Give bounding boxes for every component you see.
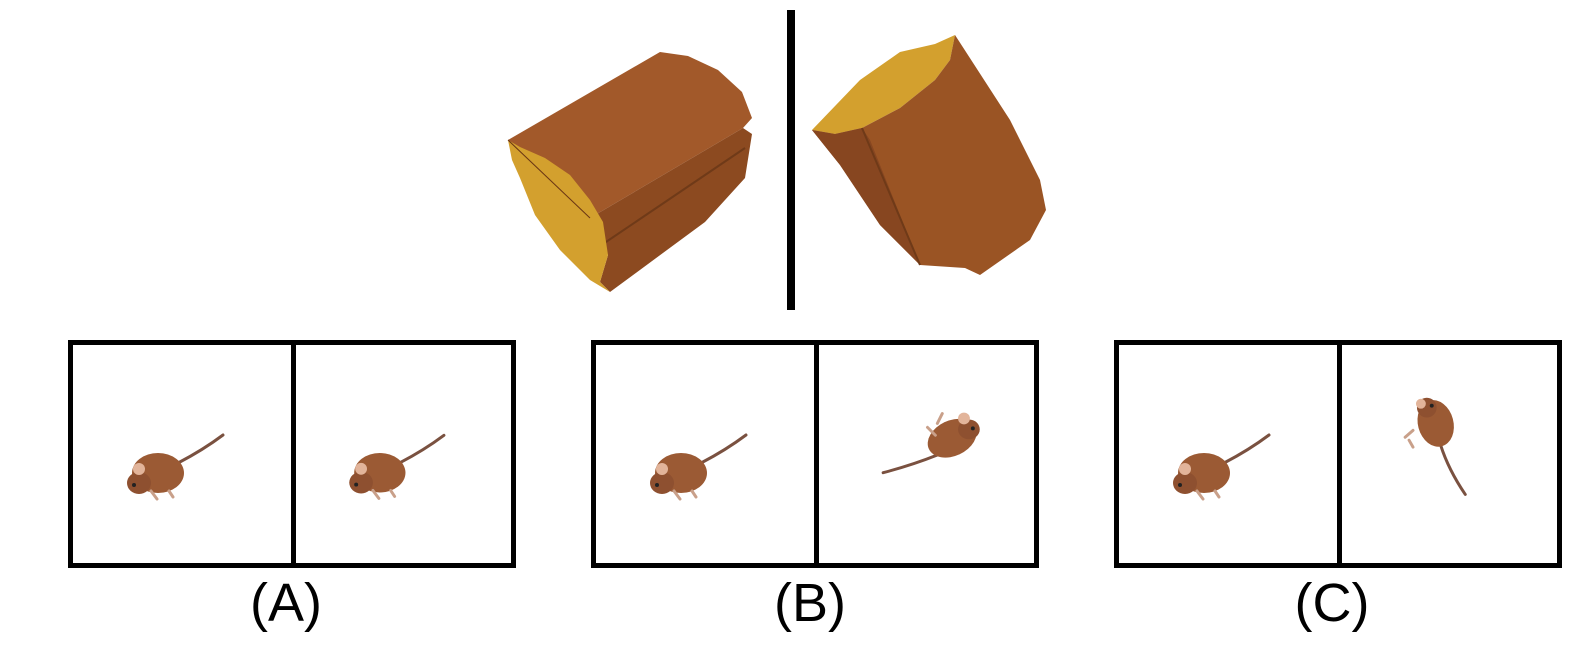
option-c[interactable] <box>1114 340 1562 568</box>
option-c-label[interactable]: (C) <box>1294 573 1370 633</box>
option-b-left-cell <box>596 345 814 563</box>
mouse-rotated-icon <box>881 412 980 475</box>
cheese-view-left-icon <box>507 52 752 292</box>
mouse-icon <box>349 433 446 500</box>
option-b-right-cell <box>819 345 1034 563</box>
option-a-right-cell <box>296 345 511 563</box>
option-c-divider <box>1337 345 1342 563</box>
option-b-label[interactable]: (B) <box>774 573 846 633</box>
mouse-icon <box>127 433 225 501</box>
option-c-left-cell <box>1119 345 1337 563</box>
option-a[interactable] <box>68 340 516 568</box>
option-a-label[interactable]: (A) <box>250 573 322 633</box>
mouse-icon <box>650 433 748 501</box>
option-c-right-cell <box>1342 345 1557 563</box>
option-b[interactable] <box>591 340 1039 568</box>
mouse-icon <box>1173 433 1271 501</box>
cheese-view-right-icon <box>812 35 1046 275</box>
reference-pair <box>0 0 1584 320</box>
option-a-left-cell <box>73 345 291 563</box>
option-b-divider <box>814 345 819 563</box>
option-a-divider <box>291 345 296 563</box>
mouse-rotated-icon <box>1403 397 1467 496</box>
reference-divider <box>787 10 795 310</box>
